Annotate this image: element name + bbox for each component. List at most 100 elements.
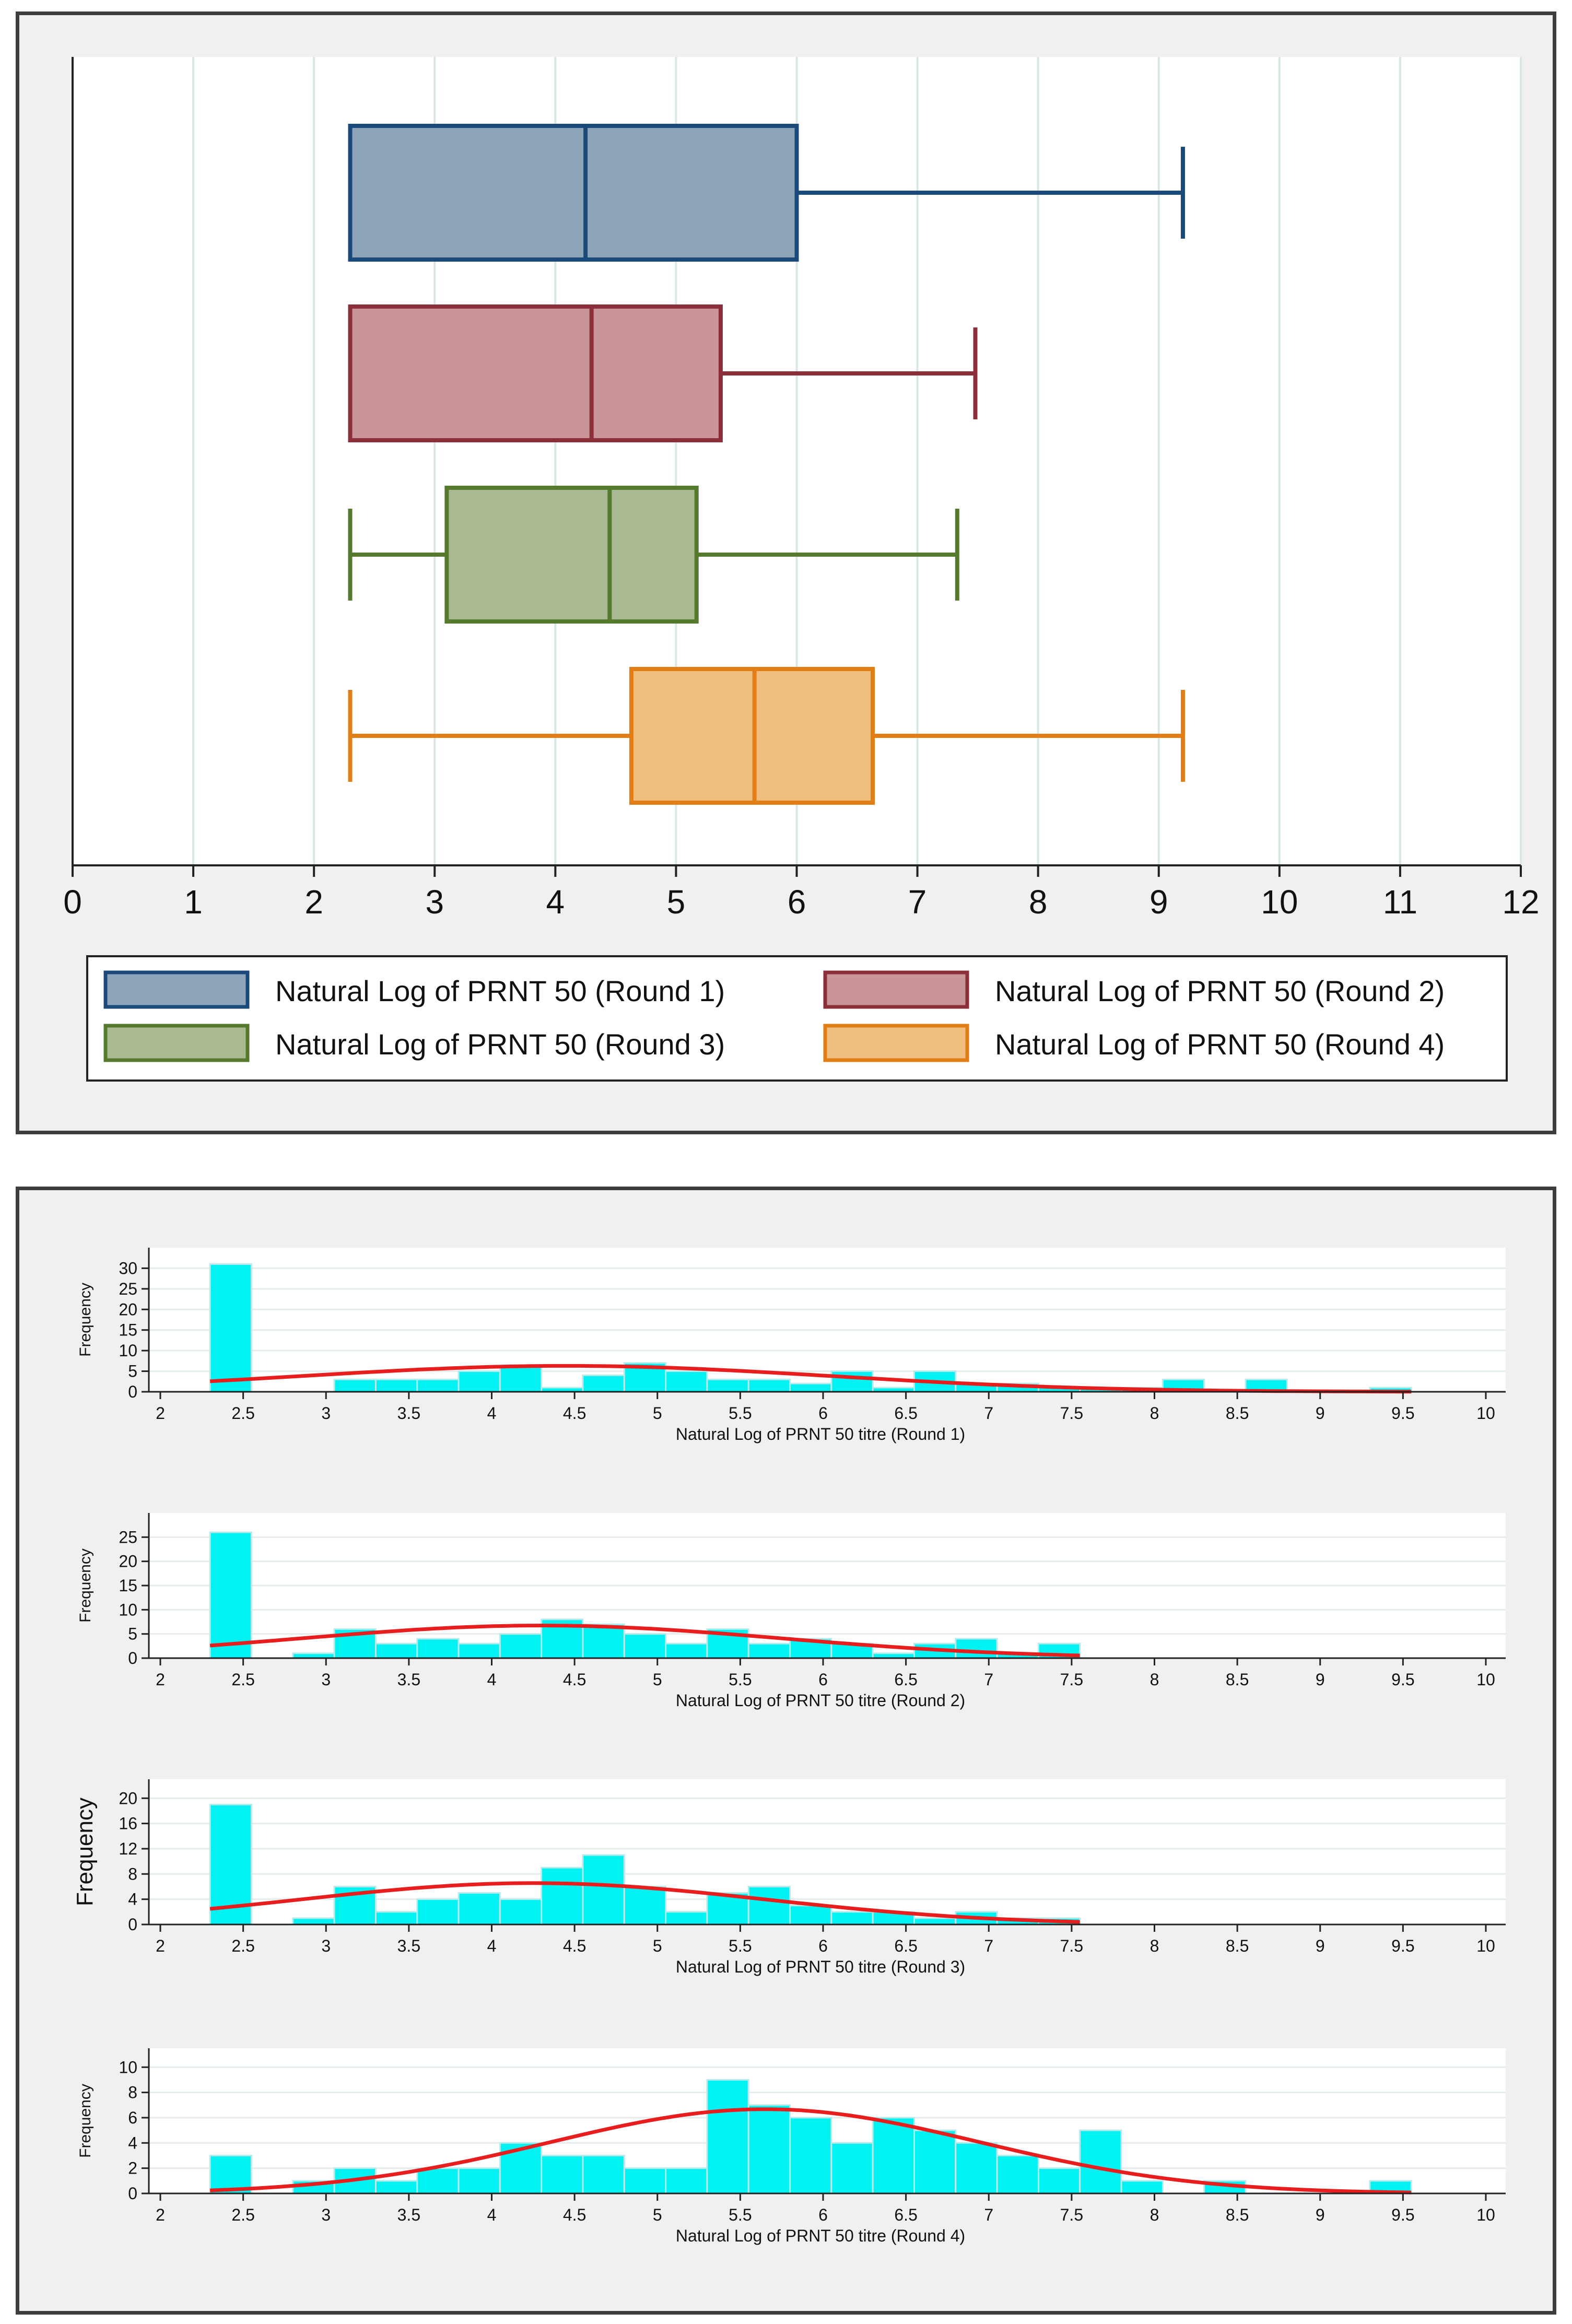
x-tick-label: 3 bbox=[321, 1936, 331, 1955]
histogram-bar bbox=[747, 1378, 791, 1393]
x-tick-label: 5 bbox=[653, 1936, 662, 1955]
histogram-bar bbox=[541, 2154, 584, 2194]
legend-key-4 bbox=[823, 1024, 969, 1062]
x-tick-label: 9.5 bbox=[1391, 1936, 1414, 1955]
histogram-bar bbox=[541, 1867, 584, 1926]
x-tick-label: 4 bbox=[546, 883, 565, 921]
legend-label-4: Natural Log of PRNT 50 (Round 4) bbox=[995, 1028, 1445, 1061]
x-tick-label: 2 bbox=[156, 1670, 165, 1689]
legend-label-1: Natural Log of PRNT 50 (Round 1) bbox=[275, 975, 725, 1007]
histogram-bar bbox=[747, 1642, 791, 1659]
histogram-bar bbox=[374, 1378, 418, 1393]
x-tick-label: 9 bbox=[1316, 2205, 1325, 2224]
y-axis-title: Frequency bbox=[72, 1798, 98, 1906]
x-tick-label: 8 bbox=[1150, 1670, 1159, 1689]
x-tick-label: 6 bbox=[818, 1670, 828, 1689]
iqr-box bbox=[444, 486, 699, 624]
box-series-2 bbox=[348, 304, 978, 442]
x-tick-label: 2.5 bbox=[231, 1670, 254, 1689]
x-tick-label: 4 bbox=[487, 1936, 497, 1955]
x-tick-label: 2 bbox=[156, 1936, 165, 1955]
x-tick-label: 2.5 bbox=[231, 1936, 254, 1955]
histogram-bar bbox=[457, 1642, 501, 1659]
histogram-bar bbox=[457, 1370, 501, 1393]
y-tick-label: 5 bbox=[128, 1625, 137, 1644]
normal-density-curve bbox=[209, 1364, 1412, 1394]
histogram-bar bbox=[209, 1263, 252, 1393]
histogram-bar bbox=[747, 2104, 791, 2194]
histogram-bar bbox=[374, 2180, 418, 2194]
x-tick-label: 5.5 bbox=[729, 1936, 752, 1955]
box-series-1 bbox=[348, 124, 1185, 262]
x-tick-label: 6.5 bbox=[894, 1670, 917, 1689]
x-tick-label: 3 bbox=[321, 1670, 331, 1689]
histogram-bar bbox=[747, 1885, 791, 1926]
x-axis-title: Natural Log of PRNT 50 titre (Round 2) bbox=[676, 1691, 965, 1710]
histogram-bar bbox=[789, 1382, 832, 1393]
histogram-bar bbox=[830, 2142, 874, 2194]
x-axis-title: Natural Log of PRNT 50 titre (Round 4) bbox=[676, 2226, 965, 2245]
histogram-bar bbox=[789, 1905, 832, 1926]
legend-key-1 bbox=[103, 970, 250, 1009]
x-tick-label: 7.5 bbox=[1060, 1936, 1083, 1955]
x-tick-label: 2 bbox=[304, 883, 323, 921]
x-axis-title: Natural Log of PRNT 50 titre (Round 3) bbox=[676, 1957, 965, 1976]
x-tick-label: 3 bbox=[321, 2205, 331, 2224]
x-tick-label: 10 bbox=[1261, 883, 1298, 921]
x-tick-label: 2 bbox=[156, 1404, 165, 1423]
y-tick-label: 10 bbox=[119, 2058, 137, 2076]
histogram-bar bbox=[1079, 2129, 1122, 2194]
y-axis-title: Frequency bbox=[77, 2084, 94, 2158]
x-tick-label: 0 bbox=[63, 883, 82, 921]
histogram-bar bbox=[374, 1642, 418, 1659]
y-tick-label: 15 bbox=[119, 1321, 137, 1340]
x-tick-label: 8 bbox=[1150, 2205, 1159, 2224]
histogram-bar bbox=[623, 1633, 667, 1659]
histogram-bar bbox=[416, 1638, 460, 1659]
x-tick-label: 5 bbox=[667, 883, 686, 921]
x-axis-title: Natural Log of PRNT 50 titre (Round 1) bbox=[676, 1425, 965, 1443]
histogram-bar bbox=[789, 2117, 832, 2194]
x-tick-label: 3.5 bbox=[397, 1404, 420, 1423]
histogram-bar bbox=[457, 2167, 501, 2194]
y-tick-label: 0 bbox=[128, 2184, 137, 2203]
x-tick-label: 10 bbox=[1476, 1936, 1495, 1955]
y-tick-label: 0 bbox=[128, 1382, 137, 1401]
x-tick-label: 4.5 bbox=[563, 1670, 586, 1689]
x-tick-label: 5.5 bbox=[729, 1404, 752, 1423]
histogram-bar bbox=[623, 1885, 667, 1926]
box-series-3 bbox=[348, 486, 959, 624]
histogram-bar bbox=[665, 1370, 708, 1393]
x-tick-label: 3.5 bbox=[397, 1936, 420, 1955]
histogram-bar bbox=[457, 1892, 501, 1926]
legend-label-2: Natural Log of PRNT 50 (Round 2) bbox=[995, 975, 1445, 1007]
y-tick-label: 20 bbox=[119, 1789, 137, 1807]
histogram-bar bbox=[1037, 2167, 1081, 2194]
x-tick-label: 10 bbox=[1476, 1404, 1495, 1423]
y-tick-label: 30 bbox=[119, 1259, 137, 1277]
x-tick-label: 8.5 bbox=[1226, 1670, 1249, 1689]
histogram-bar bbox=[499, 1633, 543, 1659]
x-tick-label: 6.5 bbox=[894, 2205, 917, 2224]
x-tick-label: 7 bbox=[984, 1404, 993, 1423]
histogram-bar bbox=[955, 1638, 998, 1659]
y-tick-label: 25 bbox=[119, 1528, 137, 1546]
x-tick-label: 2.5 bbox=[231, 1404, 254, 1423]
legend-box bbox=[86, 955, 1508, 1082]
x-tick-label: 4.5 bbox=[563, 2205, 586, 2224]
x-tick-label: 5.5 bbox=[729, 2205, 752, 2224]
x-tick-label: 6 bbox=[818, 1936, 828, 1955]
x-tick-label: 5 bbox=[653, 2205, 662, 2224]
x-tick-label: 8 bbox=[1150, 1936, 1159, 1955]
histogram-bar bbox=[996, 2154, 1039, 2194]
histogram-bar bbox=[416, 1898, 460, 1926]
normal-density-curve bbox=[209, 1881, 1080, 1924]
x-tick-label: 7 bbox=[984, 1936, 993, 1955]
histogram-bar bbox=[706, 1892, 749, 1926]
x-tick-label: 6 bbox=[818, 2205, 828, 2224]
histogram-bar bbox=[499, 1898, 543, 1926]
x-tick-label: 8 bbox=[1150, 1404, 1159, 1423]
x-tick-label: 8.5 bbox=[1226, 2205, 1249, 2224]
x-tick-label: 6 bbox=[818, 1404, 828, 1423]
